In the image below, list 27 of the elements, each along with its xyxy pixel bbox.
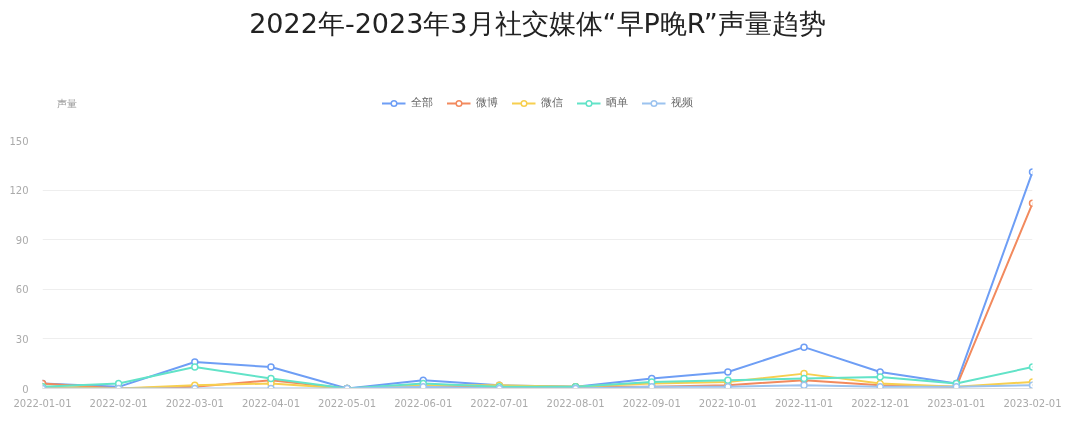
x-tick-label: 2022-05-01 xyxy=(318,397,377,409)
x-tick-label: 2022-02-01 xyxy=(89,397,148,409)
x-tick-label: 2022-01-01 xyxy=(13,397,72,409)
y-tick-label: 0 xyxy=(22,383,29,395)
legend-label: 晒单 xyxy=(605,95,628,110)
x-tick-label: 2022-11-01 xyxy=(774,397,834,409)
legend-label: 全部 xyxy=(410,95,433,110)
legend-label: 微博 xyxy=(475,95,498,110)
x-tick-label: 2022-08-01 xyxy=(546,397,605,409)
y-tick-label: 90 xyxy=(15,234,29,246)
legend-label: 视频 xyxy=(670,95,693,110)
x-tick-label: 2022-04-01 xyxy=(241,397,301,409)
x-tick-label: 2023-01-01 xyxy=(927,397,986,409)
y-tick-label: 150 xyxy=(9,135,29,147)
x-tick-label: 2022-07-01 xyxy=(470,397,529,409)
y-tick-label: 120 xyxy=(9,185,29,197)
x-tick-label: 2023-02-01 xyxy=(1003,397,1062,409)
chart-title: 2022年-2023年3月社交媒体“早P晚R”声量趋势 xyxy=(249,7,826,39)
y-axis-title: 声量 xyxy=(57,97,78,109)
y-tick-label: 30 xyxy=(15,333,29,345)
x-tick-label: 2022-03-01 xyxy=(165,397,224,409)
x-tick-label: 2022-06-01 xyxy=(394,397,453,409)
legend-label: 微信 xyxy=(540,95,563,110)
x-tick-label: 2022-12-01 xyxy=(851,397,910,409)
x-tick-label: 2022-10-01 xyxy=(698,397,757,409)
x-tick-label: 2022-09-01 xyxy=(622,397,681,409)
y-tick-label: 60 xyxy=(15,284,29,296)
